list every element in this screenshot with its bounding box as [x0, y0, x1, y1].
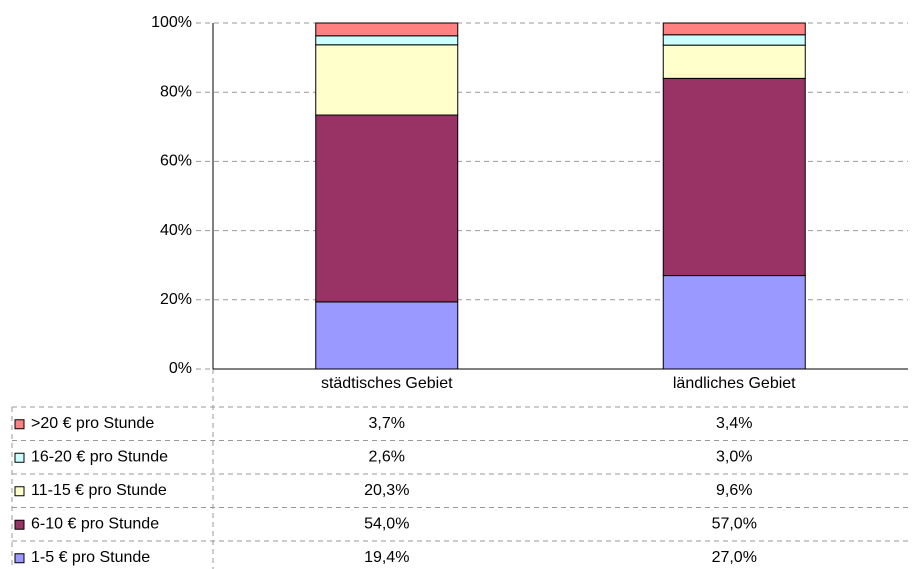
legend-swatch: [14, 553, 25, 564]
bar-segment: [315, 301, 459, 370]
table-value: 19,4%: [364, 549, 409, 566]
bar-segment: [662, 22, 806, 36]
x-tick-label: städtisches Gebiet: [321, 375, 453, 392]
table-value: 2,6%: [369, 448, 405, 465]
legend-label: 6-10 € pro Stunde: [31, 515, 159, 532]
bar-segment: [315, 44, 459, 116]
x-tick-label: ländliches Gebiet: [673, 375, 796, 392]
legend-swatch: [14, 519, 25, 530]
y-tick-label: 60%: [160, 153, 192, 170]
legend-swatch: [14, 452, 25, 463]
table-value: 57,0%: [712, 515, 757, 532]
legend-swatch: [14, 419, 25, 430]
table-value: 9,6%: [716, 482, 752, 499]
y-tick-label: 100%: [151, 14, 192, 31]
table-value: 3,4%: [716, 415, 752, 432]
legend-label: 11-15 € pro Stunde: [31, 482, 167, 499]
y-tick-label: 80%: [160, 83, 192, 100]
y-tick-label: 40%: [160, 222, 192, 239]
table-value: 54,0%: [364, 515, 409, 532]
legend-swatch: [14, 486, 25, 497]
table-value: 3,7%: [369, 415, 405, 432]
bar-segment: [315, 22, 459, 37]
table-value: 27,0%: [712, 549, 757, 566]
bar-segment: [315, 114, 459, 303]
legend-label: 1-5 € pro Stunde: [31, 549, 150, 566]
bar-segment: [662, 34, 806, 46]
legend-label: >20 € pro Stunde: [31, 415, 154, 432]
table-value: 3,0%: [716, 448, 752, 465]
bar-segment: [315, 35, 459, 46]
y-tick-label: 20%: [160, 291, 192, 308]
bar-segment: [662, 275, 806, 370]
y-tick-label: 0%: [169, 360, 192, 377]
bar-segment: [662, 44, 806, 79]
legend-label: 16-20 € pro Stunde: [31, 448, 168, 465]
bar-segment: [662, 77, 806, 277]
table-value: 20,3%: [364, 482, 409, 499]
